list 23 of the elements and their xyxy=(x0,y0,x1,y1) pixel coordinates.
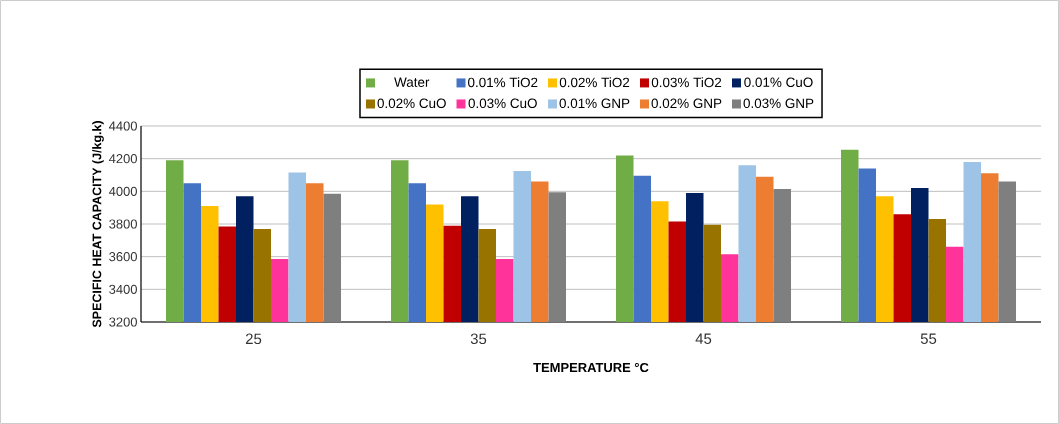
legend-label: 0.03% GNP xyxy=(743,98,814,109)
y-tick-label: 3600 xyxy=(109,252,137,262)
legend-label: 0.02% TiO2 xyxy=(559,77,630,88)
x-tick-label: 25 xyxy=(245,333,262,345)
y-tick-label: 4200 xyxy=(108,154,137,164)
y-axis-title: SPECIFIC HEAT CAPACITY (J/kg.k) xyxy=(92,121,104,328)
y-tick-label: 4000 xyxy=(108,186,137,196)
x-axis-title: TEMPERATURE °C xyxy=(533,362,649,373)
legend-label: 0.02% GNP xyxy=(651,98,722,109)
x-tick-label: 35 xyxy=(470,333,487,345)
x-tick-label: 45 xyxy=(695,333,712,344)
legend-label: 0.01% CuO xyxy=(744,77,813,87)
legend-label: 0.01% TiO2 xyxy=(468,77,538,88)
y-tick-label: 3800 xyxy=(109,219,137,229)
y-tick-label: 4400 xyxy=(108,121,137,131)
legend-label: 0.03% TiO2 xyxy=(651,77,722,88)
legend-label: 0.02% CuO xyxy=(377,98,446,109)
legend-label: Water xyxy=(394,77,430,87)
y-tick-label: 3200 xyxy=(109,317,137,327)
legend-label: 0.01% GNP xyxy=(559,98,630,109)
legend-label: 0.03% CuO xyxy=(468,98,537,109)
x-tick-label: 55 xyxy=(920,333,937,344)
y-tick-label: 3400 xyxy=(109,284,137,294)
